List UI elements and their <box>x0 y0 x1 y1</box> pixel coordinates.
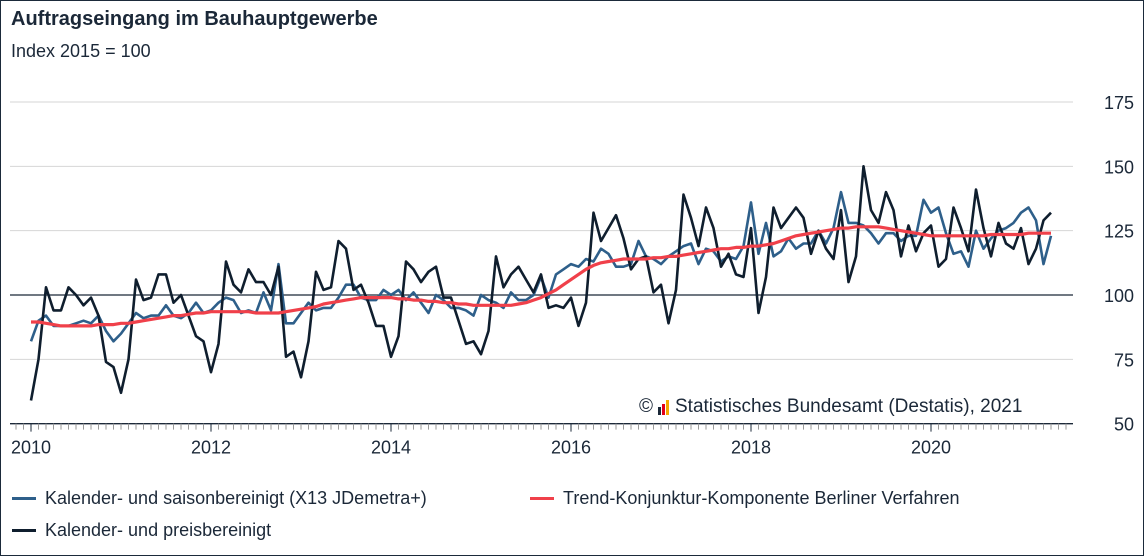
y-tick-label: 50 <box>1114 415 1134 435</box>
y-tick-label: 75 <box>1114 350 1134 370</box>
chart-title: Auftragseingang im Bauhauptgewerbe <box>11 8 378 30</box>
legend-swatch <box>12 497 36 500</box>
series-line-2 <box>29 165 1052 401</box>
legend-label: Kalender- und preisbereinigt <box>45 520 272 540</box>
x-tick-label: 2014 <box>371 438 411 458</box>
legend-label: Kalender- und saisonbereinigt (X13 JDeme… <box>45 488 427 508</box>
y-tick-label: 100 <box>1104 286 1134 306</box>
source-credit: © Statistisches Bundesamt (Destatis), 20… <box>637 396 1025 418</box>
x-tick-label: 2010 <box>11 438 51 458</box>
legend-item-preisbereinigt: Kalender- und preisbereinigt <box>12 520 271 541</box>
copyright-symbol: © <box>639 396 653 417</box>
x-tick-label: 2018 <box>731 438 771 458</box>
legend-swatch <box>530 497 554 500</box>
legend-item-saisonbereinigt: Kalender- und saisonbereinigt (X13 JDeme… <box>12 488 427 509</box>
legend-item-trend: Trend-Konjunktur-Komponente Berliner Ver… <box>530 488 960 509</box>
x-tick-label: 2016 <box>551 438 591 458</box>
source-text: Statistisches Bundesamt (Destatis), 2021 <box>675 396 1023 417</box>
x-tick-label: 2020 <box>911 438 951 458</box>
x-tick-label: 2012 <box>191 438 231 458</box>
legend-swatch <box>12 529 36 532</box>
chart-subtitle: Index 2015 = 100 <box>11 41 151 61</box>
legend-label: Trend-Konjunktur-Komponente Berliner Ver… <box>563 488 960 508</box>
y-tick-label: 175 <box>1104 93 1134 113</box>
y-tick-label: 125 <box>1104 222 1134 242</box>
series-line-3 <box>31 225 1051 328</box>
destatis-logo-icon <box>658 399 669 415</box>
y-tick-label: 150 <box>1104 157 1134 177</box>
series-line-1 <box>29 190 1053 343</box>
